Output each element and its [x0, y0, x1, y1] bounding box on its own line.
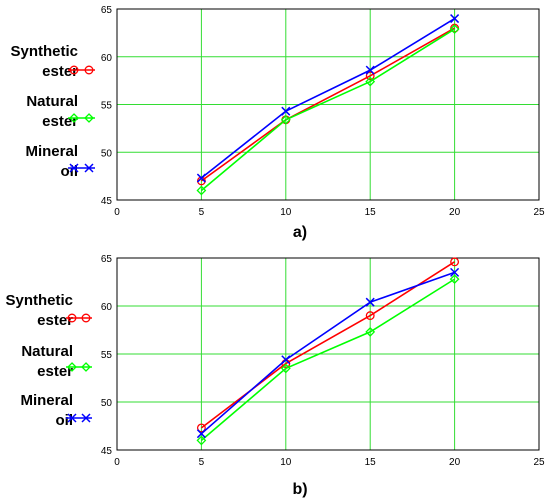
y-tick-label: 65: [101, 5, 113, 16]
data-point: [281, 106, 291, 116]
y-tick-label: 55: [101, 101, 113, 112]
x-tick-label: 25: [533, 207, 545, 218]
legend-label: Synthetic: [10, 43, 78, 60]
legend-entry-0: Synthetic ester: [10, 43, 95, 80]
data-point: [280, 363, 291, 374]
x-tick-label: 25: [533, 457, 545, 468]
legend-entry-0: Synthetic ester: [5, 292, 92, 329]
legend-marker: [84, 113, 94, 123]
x-tick-label: 15: [365, 457, 377, 468]
legend-entry-2: Mineral oil: [25, 143, 95, 180]
y-tick-label: 55: [101, 350, 113, 361]
legend-marker: [81, 413, 91, 423]
chart-panel-0: 0 5 10 15 20 25 45 50 55 60 65: [101, 5, 545, 218]
x-tick-label: 0: [114, 207, 120, 218]
x-tick-label: 15: [365, 207, 377, 218]
series-line: [200, 17, 456, 179]
data-point: [450, 14, 460, 24]
legend-label: Natural: [26, 93, 78, 110]
x-tick-label: 5: [199, 207, 205, 218]
panel-label: a): [293, 224, 307, 241]
legend-label: oil: [61, 163, 79, 180]
legend-entry-2: Mineral oil: [20, 392, 92, 429]
series-line: [200, 28, 456, 192]
data-point: [196, 435, 207, 446]
data-point: [365, 71, 375, 81]
plot-frame: [116, 8, 540, 201]
data-point: [449, 24, 460, 34]
y-tick-label: 65: [101, 254, 113, 265]
legend-entry-1: Natural ester: [21, 343, 92, 380]
panel-label: b): [292, 481, 307, 498]
data-point: [450, 267, 460, 277]
legend-marker: [84, 65, 94, 75]
plot-frame: [116, 257, 540, 451]
data-point: [196, 429, 206, 439]
data-point: [365, 65, 375, 75]
series-1: [196, 274, 460, 446]
legend-marker: [69, 65, 79, 75]
data-point: [449, 274, 460, 285]
series-line: [200, 278, 456, 442]
legend-label: ester: [37, 363, 73, 380]
data-point: [365, 76, 376, 87]
series-line: [200, 271, 455, 435]
legend-marker: [67, 362, 77, 372]
data-point: [365, 311, 375, 321]
chart-panel-1: 0 5 10 15 20 25 45 50 55 60 65: [101, 254, 545, 468]
x-tick-label: 10: [280, 207, 292, 218]
y-tick-label: 45: [101, 196, 113, 207]
legend-label: ester: [42, 63, 78, 80]
data-point: [196, 173, 206, 183]
legend-marker: [67, 413, 77, 423]
y-tick-label: 60: [101, 53, 113, 64]
legend-marker: [84, 163, 94, 173]
data-point: [196, 185, 207, 196]
series-2: [196, 14, 460, 183]
x-tick-label: 20: [449, 207, 461, 218]
legend-marker: [81, 313, 91, 323]
data-point: [280, 114, 291, 125]
series-line: [200, 27, 455, 182]
legend-label: Mineral: [25, 143, 78, 160]
legend-marker: [81, 362, 91, 372]
legend-marker: [69, 113, 79, 123]
x-tick-label: 0: [114, 457, 120, 468]
y-tick-label: 50: [101, 398, 113, 409]
data-point: [450, 257, 460, 267]
series-1: [196, 24, 460, 196]
legend-label: ester: [37, 312, 73, 329]
legend-label: Natural: [21, 343, 73, 360]
legend-label: Mineral: [20, 392, 73, 409]
data-point: [196, 423, 206, 433]
y-tick-label: 50: [101, 148, 113, 159]
legend-label: oil: [56, 412, 74, 429]
data-point: [365, 297, 375, 307]
y-tick-label: 45: [101, 446, 113, 457]
legend-marker: [67, 313, 77, 323]
data-point: [281, 355, 291, 365]
series-2: [196, 267, 460, 439]
legend-marker: [69, 163, 79, 173]
legend-label: Synthetic: [5, 292, 73, 309]
x-tick-label: 10: [280, 457, 292, 468]
y-tick-label: 60: [101, 302, 113, 313]
data-point: [365, 327, 376, 337]
x-tick-label: 20: [449, 457, 461, 468]
x-tick-label: 5: [199, 457, 205, 468]
